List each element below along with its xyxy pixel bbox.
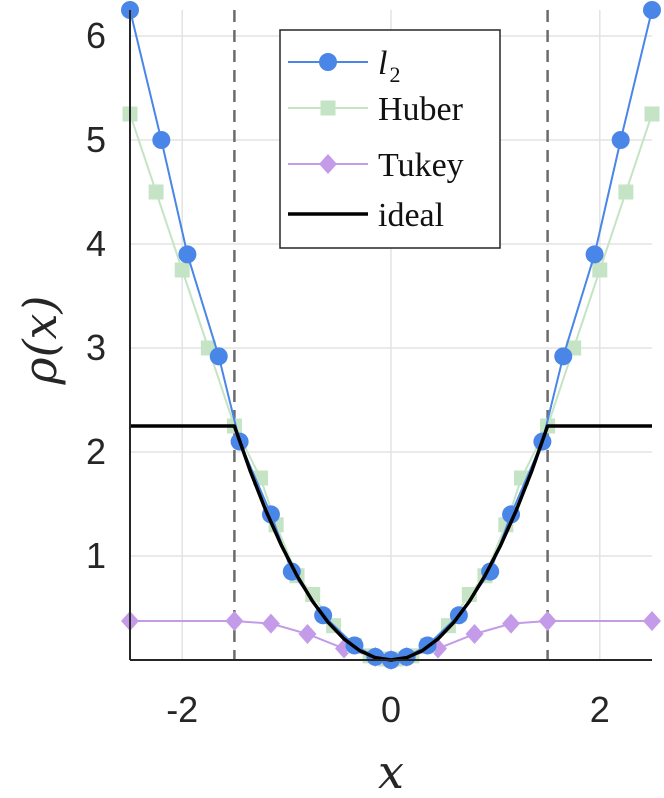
legend-label: Huber: [378, 91, 464, 128]
y-tick-label: 5: [86, 119, 106, 160]
x-axis-label: x: [378, 745, 404, 798]
data-point: [644, 106, 660, 122]
legend-label: ideal: [378, 197, 444, 234]
data-point: [618, 184, 634, 200]
y-tick-label: 6: [86, 15, 106, 56]
data-point: [538, 611, 557, 631]
y-tick-labels: 1 2 3 4 5 6: [86, 15, 106, 576]
legend-label: Tukey: [378, 147, 464, 184]
y-tick-label: 2: [86, 431, 106, 472]
x-tick-labels: -2 0 2: [166, 689, 610, 730]
y-tick-label: 1: [86, 535, 106, 576]
legend-entry: ideal: [288, 197, 444, 234]
data-point: [298, 624, 317, 644]
data-point: [261, 613, 280, 634]
x-tick-label: 2: [590, 689, 610, 730]
threshold-lines: [233, 10, 549, 660]
legend-marker: [319, 53, 337, 71]
data-point: [148, 184, 164, 200]
y-tick-label: 3: [86, 327, 106, 368]
series-layer: [121, 1, 661, 670]
x-tick-label: -2: [166, 689, 198, 730]
legend-marker: [319, 154, 337, 174]
y-tick-label: 4: [86, 223, 106, 264]
data-point: [643, 611, 661, 631]
data-point: [152, 131, 171, 149]
data-point: [554, 347, 573, 366]
data-point: [178, 245, 197, 264]
data-point: [585, 245, 604, 264]
data-point: [502, 613, 521, 634]
data-point: [643, 1, 661, 19]
data-point: [611, 131, 630, 149]
data-point: [225, 611, 244, 631]
data-point: [465, 624, 484, 644]
legend-marker: [320, 100, 336, 116]
legend-box: [279, 29, 501, 249]
data-point: [592, 262, 608, 278]
legend-subscript: 2: [389, 62, 400, 87]
legend-entry: Huber: [288, 91, 464, 128]
data-point: [174, 262, 190, 278]
data-point: [209, 347, 228, 366]
legend-entry: Tukey: [288, 147, 464, 184]
y-axis-label: ρ(x): [13, 296, 67, 386]
x-tick-label: 0: [381, 689, 401, 730]
